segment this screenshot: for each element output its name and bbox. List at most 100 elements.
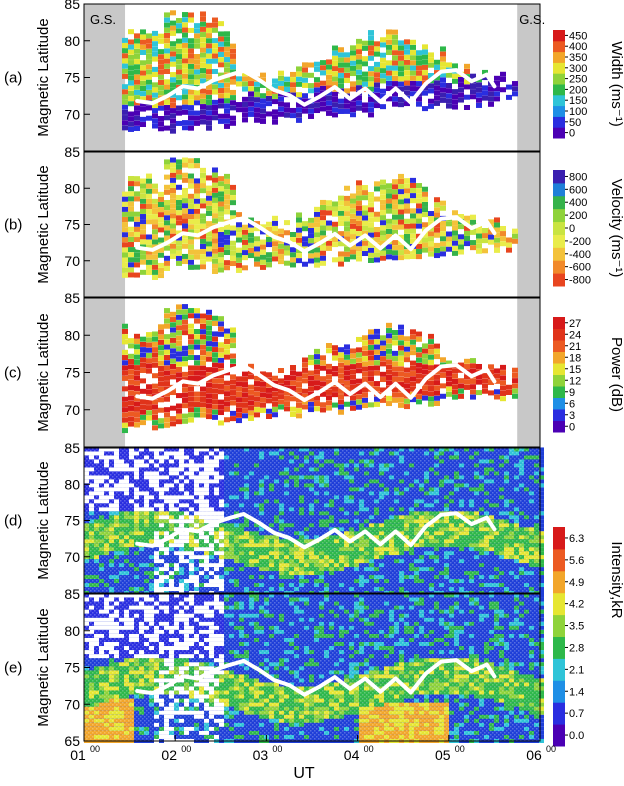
radar-cell: [128, 54, 134, 60]
radar-cell: [494, 378, 500, 384]
radar-cell: [362, 350, 368, 356]
radar-cell: [236, 222, 242, 228]
radar-cell: [164, 164, 170, 170]
radar-cell: [308, 228, 314, 234]
radar-cell: [158, 350, 164, 356]
radar-cell: [128, 236, 134, 242]
radar-cell: [296, 371, 302, 377]
radar-cell: [170, 30, 176, 36]
radar-cell: [368, 35, 374, 41]
radar-cell: [398, 214, 404, 220]
radar-cell: [344, 360, 350, 366]
radar-cell: [386, 223, 392, 229]
radar-cell: [122, 73, 128, 79]
radar-cell: [338, 373, 344, 379]
radar-cell: [260, 264, 266, 270]
radar-cell: [146, 249, 152, 255]
radar-cell: [254, 97, 260, 103]
radar-cell: [386, 228, 392, 234]
radar-cell: [170, 25, 176, 31]
radar-cell: [356, 105, 362, 111]
radar-cell: [140, 29, 146, 35]
radar-cell: [482, 69, 488, 75]
radar-cell: [404, 44, 410, 50]
radar-cell: [158, 418, 164, 424]
radar-cell: [380, 78, 386, 84]
radar-cell: [164, 391, 170, 397]
radar-cell: [194, 115, 200, 121]
radar-cell: [140, 219, 146, 225]
radar-cell: [344, 380, 350, 386]
radar-cell: [374, 401, 380, 407]
radar-cell: [278, 86, 284, 92]
radar-cell: [404, 372, 410, 378]
radar-cell: [218, 57, 224, 63]
radar-cell: [182, 319, 188, 325]
radar-cell: [218, 321, 224, 327]
radar-cell: [422, 186, 428, 192]
radar-cell: [332, 402, 338, 408]
radar-cell: [230, 395, 236, 401]
radar-cell: [314, 237, 320, 243]
radar-cell: [494, 227, 500, 233]
radar-cell: [206, 74, 212, 80]
radar-cell: [248, 96, 254, 102]
radar-cell: [392, 229, 398, 235]
radar-cell: [248, 237, 254, 243]
radar-cell: [458, 244, 464, 250]
radar-cell: [194, 402, 200, 408]
radar-cell: [332, 66, 338, 72]
boundary-line: [135, 215, 497, 254]
radar-cell: [398, 324, 404, 330]
radar-cell: [152, 425, 158, 431]
radar-cell: [416, 394, 422, 400]
radar-cell: [398, 250, 404, 256]
radar-cell: [470, 384, 476, 390]
radar-cell: [182, 397, 188, 403]
radar-cell: [332, 206, 338, 212]
radar-cell: [500, 231, 506, 237]
radar-cell: [242, 397, 248, 403]
radar-cell: [386, 208, 392, 214]
radar-cell: [308, 401, 314, 407]
radar-cell: [194, 224, 200, 230]
radar-cell: [182, 22, 188, 28]
radar-cell: [446, 246, 452, 252]
radar-cell: [200, 183, 206, 189]
radar-cell: [206, 346, 212, 352]
radar-cell: [404, 49, 410, 55]
radar-cell: [158, 207, 164, 213]
radar-cell: [482, 388, 488, 394]
radar-cell: [128, 44, 134, 50]
radar-cell: [200, 178, 206, 184]
radar-cell: [134, 422, 140, 428]
radar-cell: [224, 123, 230, 129]
radar-cell: [374, 186, 380, 192]
radar-cell: [320, 360, 326, 366]
radar-cell: [212, 378, 218, 384]
radar-cell: [134, 412, 140, 418]
radar-cell: [500, 71, 506, 77]
radar-cell: [140, 399, 146, 405]
radar-cell: [392, 65, 398, 71]
radar-cell: [242, 224, 248, 230]
radar-cell: [146, 74, 152, 80]
radar-cell: [422, 242, 428, 248]
radar-cell: [308, 88, 314, 94]
radar-cell: [446, 231, 452, 237]
radar-cell: [122, 211, 128, 217]
radar-cell: [356, 49, 362, 55]
radar-cell: [146, 193, 152, 199]
radar-cell: [212, 357, 218, 363]
radar-cell: [140, 178, 146, 184]
radar-cell: [320, 96, 326, 102]
radar-cell: [176, 59, 182, 65]
radar-cell: [452, 250, 458, 256]
radar-cell: [308, 391, 314, 397]
radar-cell: [140, 193, 146, 199]
radar-cell: [350, 198, 356, 204]
radar-cell: [248, 101, 254, 107]
radar-cell: [434, 232, 440, 238]
radar-cell: [506, 94, 512, 100]
radar-cell: [338, 52, 344, 58]
